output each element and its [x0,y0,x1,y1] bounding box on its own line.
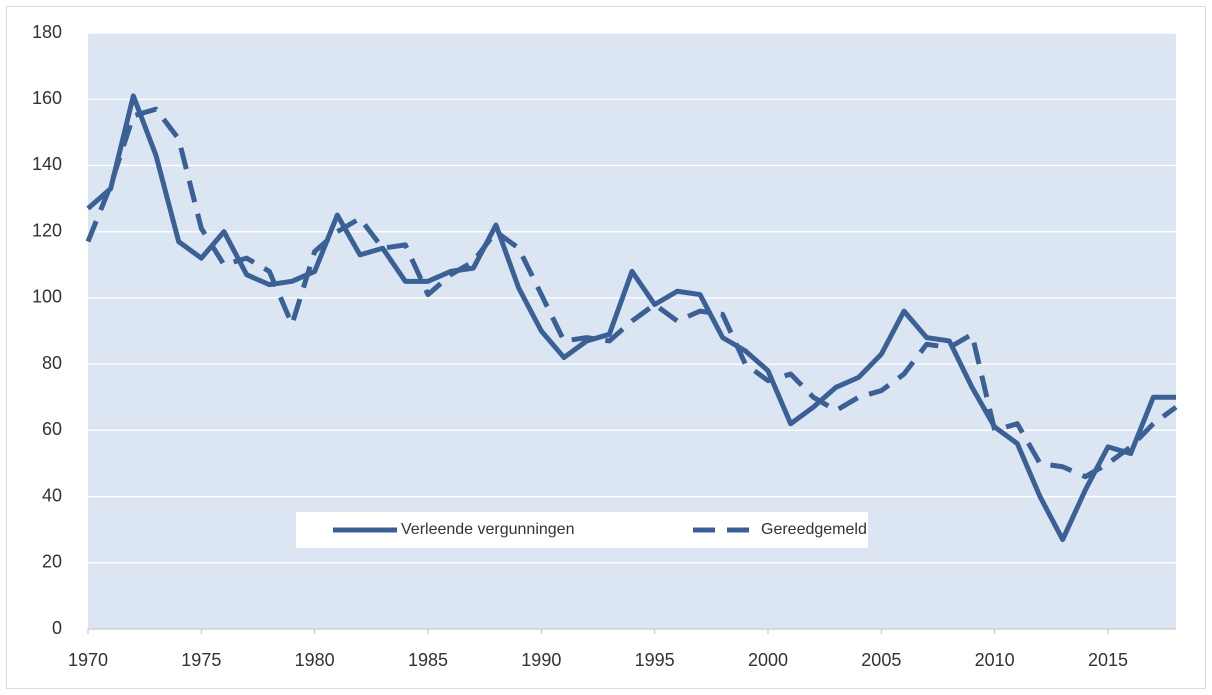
x-tick-label: 1970 [68,650,108,670]
y-tick-label: 60 [42,419,62,439]
x-tick-label: 2000 [748,650,788,670]
y-tick-label: 160 [32,88,62,108]
y-tick-label: 180 [32,22,62,42]
y-tick-label: 120 [32,220,62,240]
lines [85,93,1178,543]
y-tick-label: 40 [42,485,62,505]
grid: 0 20 40 60 80 100 120 140 160 180 1970 1975 1980 1985… [32,22,1176,670]
y-tick-label: 80 [42,353,62,373]
y-tick-label: 0 [52,618,62,638]
x-tick-label: 2010 [975,650,1015,670]
series-line [85,106,1178,480]
x-tick-label: 1990 [521,650,561,670]
legend-label: Verleende vergunningen [401,521,574,538]
x-tick-label: 2015 [1088,650,1128,670]
x-tick-label: 1985 [408,650,448,670]
y-tick-label: 140 [32,154,62,174]
legend-label: Gereedgemeld [761,521,867,538]
legend: Verleende vergunningen Gereedgemeld [296,512,868,548]
x-tick-label: 1975 [181,650,221,670]
x-tick-label: 1995 [635,650,675,670]
y-tick-label: 100 [32,287,62,307]
x-tick-label: 1980 [295,650,335,670]
x-tick-label: 2005 [861,650,901,670]
y-tick-label: 20 [42,552,62,572]
